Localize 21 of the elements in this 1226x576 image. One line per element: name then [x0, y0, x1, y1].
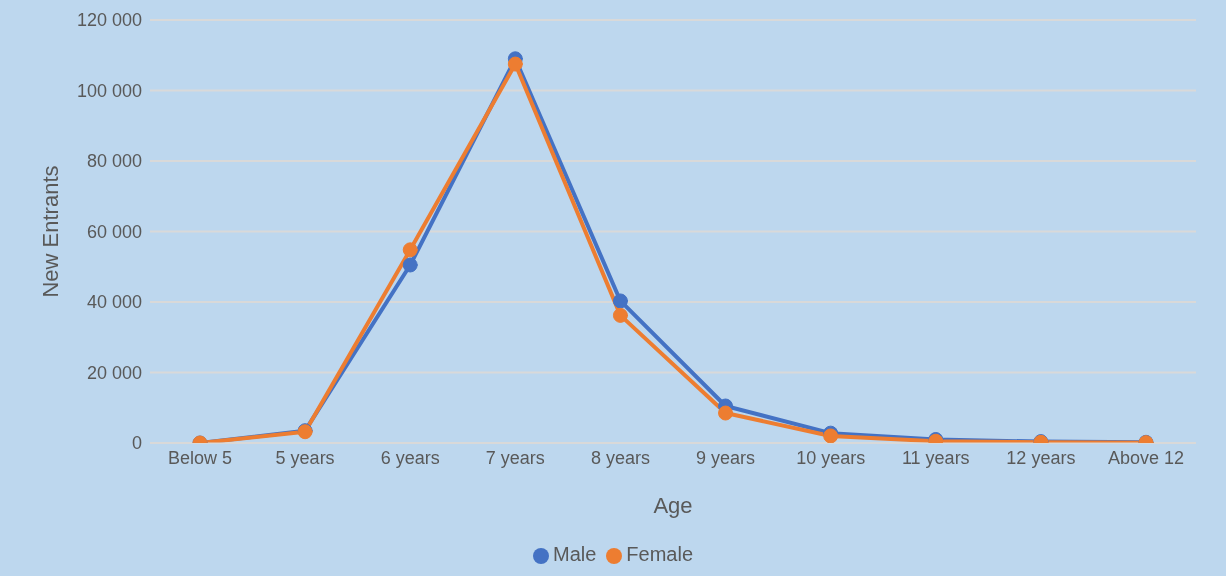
x-tick-label: 10 years	[796, 447, 866, 468]
y-tick-label: 80 000	[86, 151, 142, 172]
x-tick-label: 5 years	[275, 447, 335, 468]
x-tick-label: 7 years	[485, 447, 545, 468]
x-tick-label: 9 years	[696, 447, 756, 468]
y-axis-title: New Entrants	[37, 165, 63, 298]
y-tick-label: 0	[131, 433, 142, 454]
x-tick-label: 12 years	[1006, 447, 1076, 468]
y-tick-label: 40 000	[86, 292, 142, 313]
legend-label: Male	[552, 543, 597, 565]
x-tick-label: Below 5	[167, 447, 233, 468]
y-tick-label: 20 000	[86, 362, 142, 383]
y-tick-label: 100 000	[76, 80, 142, 101]
y-tick-label: 60 000	[86, 221, 142, 242]
x-tick-label: 8 years	[590, 447, 650, 468]
x-axis-title: Age	[653, 493, 693, 518]
x-tick-label: Above 12	[1107, 447, 1185, 468]
x-tick-label: 11 years	[901, 447, 970, 468]
x-tick-label: 6 years	[380, 447, 440, 468]
y-tick-label: 120 000	[76, 10, 142, 31]
legend-label: Female	[626, 543, 694, 565]
